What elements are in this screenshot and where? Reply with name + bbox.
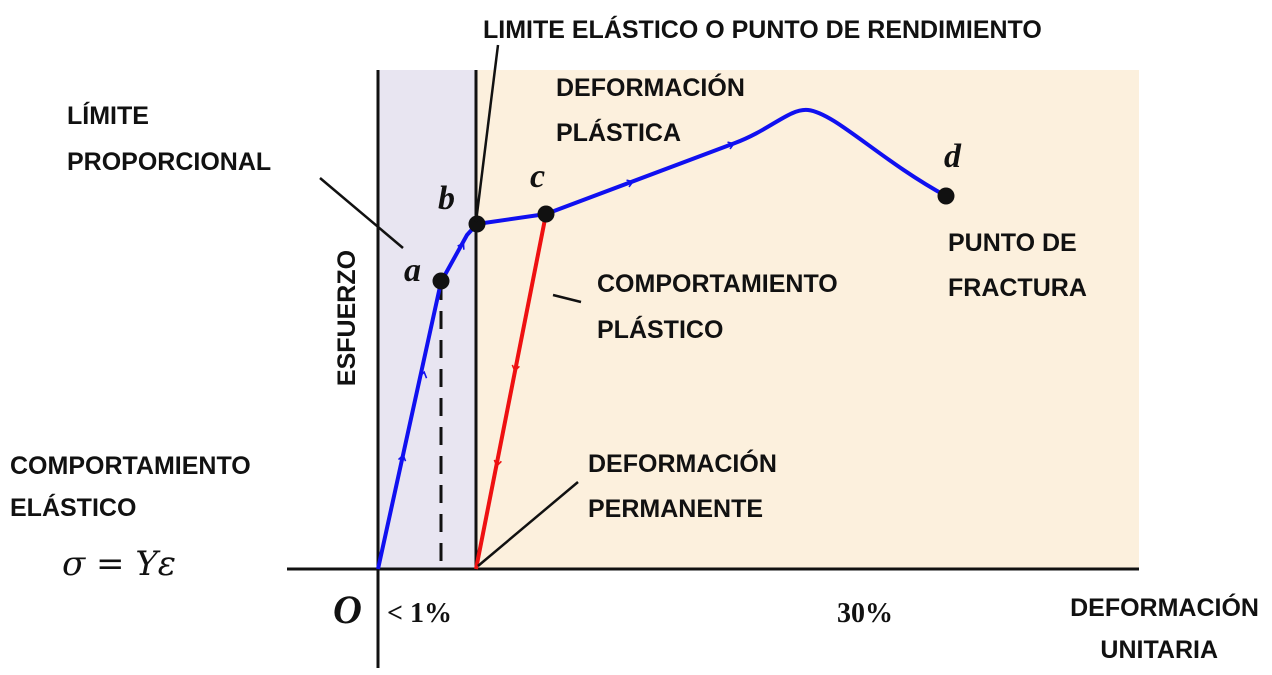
- permanent-leader-line: [477, 481, 579, 567]
- proportional-limit-label-1: LÍMITE: [67, 101, 149, 130]
- x-axis-label-1: DEFORMACIÓN: [1070, 592, 1259, 622]
- elastic-behavior-label-1: COMPORTAMIENTO: [10, 452, 251, 480]
- point-d-label: d: [944, 138, 962, 175]
- tick-label-small: < 1%: [387, 598, 452, 629]
- point-a-marker: [432, 272, 450, 290]
- point-c-label: c: [530, 158, 545, 195]
- hooke-law-formula: σ = Yε: [62, 544, 176, 584]
- yield-point-title: LIMITE ELÁSTICO O PUNTO DE RENDIMIENTO: [483, 15, 1042, 44]
- elastic-behavior-label-2: ELÁSTICO: [10, 493, 136, 522]
- permanent-deformation-label-2: PERMANENTE: [588, 495, 763, 523]
- plastic-region: [476, 70, 1139, 570]
- point-d-marker: [937, 187, 955, 205]
- plastic-behavior-label-1: COMPORTAMIENTO: [597, 270, 838, 298]
- plastic-deformation-label-1: DEFORMACIÓN: [556, 72, 745, 102]
- point-b-marker: [468, 215, 486, 233]
- origin-label: O: [333, 587, 362, 632]
- fracture-point-label-2: FRACTURA: [948, 274, 1087, 302]
- tick-label-large: 30%: [837, 598, 893, 629]
- yield-leader-line: [474, 44, 500, 223]
- permanent-deformation-label-1: DEFORMACIÓN: [588, 448, 777, 478]
- fracture-point-label-1: PUNTO DE: [948, 229, 1077, 257]
- unload-line: [474, 213, 548, 570]
- proportional-leader-line: [319, 177, 404, 249]
- plastic-behavior-label-2: PLÁSTICO: [597, 315, 723, 344]
- point-a-label: a: [404, 252, 421, 289]
- x-axis-label-2: UNITARIA: [1100, 636, 1218, 664]
- point-b-label: b: [438, 180, 455, 217]
- plastic-deformation-label-2: PLÁSTICA: [556, 118, 681, 147]
- point-c-marker: [537, 205, 555, 223]
- y-axis-label: ESFUERZO: [333, 250, 361, 386]
- plastic-behavior-leader-line: [552, 293, 582, 304]
- proportional-limit-label-2: PROPORCIONAL: [67, 148, 271, 176]
